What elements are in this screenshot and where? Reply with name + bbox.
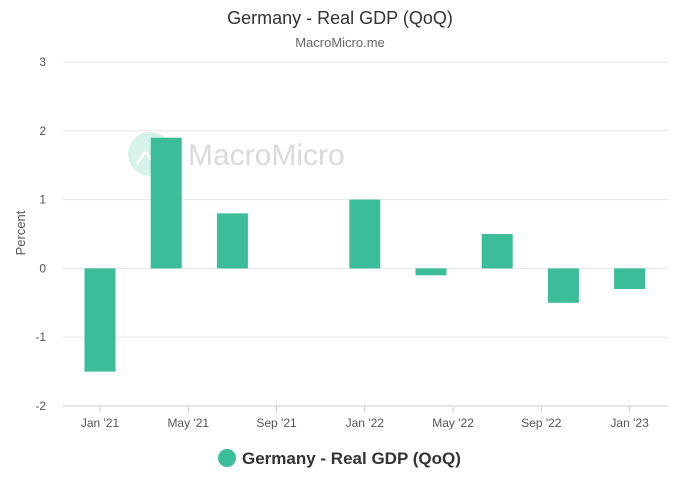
x-tick-label: May '21: [167, 416, 209, 430]
x-tick-label: Jan '21: [81, 416, 120, 430]
bar[interactable]: [547, 268, 579, 303]
x-tick-label: Sep '22: [521, 416, 562, 430]
x-axis-ticks: Jan '21 May '21 Sep '21 Jan '22 May '22 Sep '…: [63, 405, 668, 430]
bars: [84, 137, 646, 372]
chart-title: Germany - Real GDP (QoQ): [227, 8, 453, 28]
x-tick-label: May '22: [432, 416, 474, 430]
y-tick-label: 1: [39, 193, 46, 207]
y-tick-label: -1: [35, 330, 46, 344]
bar[interactable]: [349, 199, 381, 269]
x-tick-label: Jan '22: [346, 416, 385, 430]
bar[interactable]: [216, 213, 248, 269]
bar[interactable]: [481, 234, 513, 269]
y-tick-label: -2: [35, 399, 46, 413]
bar[interactable]: [415, 268, 447, 276]
legend-label[interactable]: Germany - Real GDP (QoQ): [242, 449, 461, 468]
x-tick-label: Sep '21: [256, 416, 297, 430]
y-axis-ticks: -2 -1 0 1 2 3: [35, 55, 46, 413]
bar[interactable]: [614, 268, 646, 290]
watermark-text: MacroMicro: [188, 139, 345, 172]
bar[interactable]: [84, 268, 116, 372]
y-tick-label: 3: [39, 55, 46, 69]
legend[interactable]: Germany - Real GDP (QoQ): [218, 449, 461, 468]
x-tick-label: Jan '23: [610, 416, 649, 430]
legend-swatch-icon[interactable]: [218, 449, 236, 467]
bar[interactable]: [150, 137, 182, 269]
chart-subtitle: MacroMicro.me: [295, 35, 385, 50]
y-tick-label: 2: [39, 124, 46, 138]
y-axis-label: Percent: [13, 210, 28, 255]
y-tick-label: 0: [39, 261, 46, 275]
